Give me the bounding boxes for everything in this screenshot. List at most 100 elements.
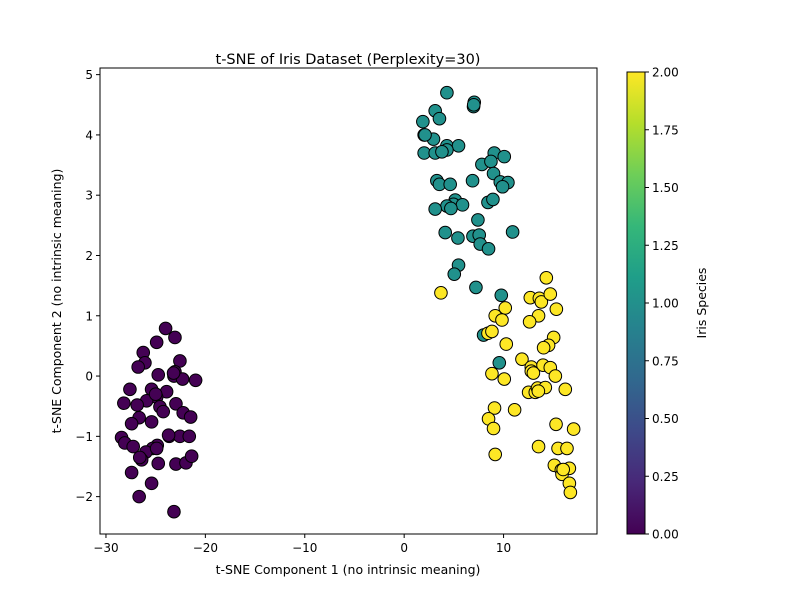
data-point-species-2 — [507, 403, 522, 417]
data-point-species-0 — [167, 504, 181, 519]
y-tick-label: 5 — [85, 68, 93, 82]
data-point-species-0 — [166, 366, 181, 380]
y-tick-label: −1 — [75, 430, 93, 444]
data-point-species-1 — [428, 202, 442, 216]
data-point-species-1 — [494, 288, 509, 303]
data-point-species-2 — [434, 286, 448, 300]
data-point-species-2 — [488, 447, 503, 462]
data-point-species-0 — [148, 387, 163, 401]
colorbar-label: Iris Species — [694, 268, 709, 339]
points-layer — [114, 85, 581, 519]
data-point-species-0 — [182, 429, 197, 444]
data-point-species-2 — [549, 302, 564, 316]
data-point-species-1 — [438, 225, 453, 240]
data-point-species-2 — [526, 366, 541, 380]
data-point-species-0 — [188, 373, 203, 388]
colorbar-tick-label: 2.00 — [652, 66, 679, 80]
x-tick-label: −20 — [193, 541, 218, 555]
data-point-species-0 — [126, 439, 140, 454]
data-point-species-0 — [161, 428, 176, 442]
y-axis-label: t-SNE Component 2 (no intrinsic meaning) — [49, 169, 64, 434]
y-tick-label: 4 — [85, 128, 93, 142]
data-point-species-2 — [549, 417, 563, 432]
data-point-species-2 — [536, 340, 551, 355]
data-point-species-0 — [168, 330, 182, 345]
data-point-species-1 — [492, 355, 507, 370]
data-point-species-0 — [156, 404, 171, 419]
data-point-species-2 — [499, 337, 514, 351]
data-point-species-2 — [485, 324, 499, 339]
data-point-species-1 — [505, 225, 520, 239]
data-point-species-2 — [515, 352, 529, 366]
data-point-species-0 — [151, 456, 166, 471]
data-point-species-2 — [497, 372, 512, 386]
data-point-species-0 — [131, 360, 145, 374]
y-tick-label: 2 — [85, 249, 93, 263]
colorbar: 0.00 0.25 0.50 0.75 1.00 1.25 1.50 1.75 2.00 — [626, 66, 679, 542]
data-point-species-1 — [455, 198, 470, 212]
data-point-species-2 — [487, 401, 502, 415]
data-point-species-2 — [548, 369, 563, 383]
data-point-species-0 — [169, 396, 183, 411]
data-point-species-1 — [444, 201, 458, 216]
data-point-species-0 — [184, 449, 199, 464]
data-point-species-0 — [124, 416, 139, 431]
data-point-species-0 — [151, 368, 166, 382]
data-point-species-2 — [486, 421, 501, 436]
data-point-species-0 — [149, 335, 164, 350]
data-point-species-1 — [495, 179, 510, 194]
y-tick-label: 0 — [85, 370, 93, 384]
data-point-species-1 — [471, 213, 485, 227]
data-point-species-0 — [144, 476, 159, 491]
data-point-species-2 — [563, 485, 578, 500]
colorbar-tick-label: 1.50 — [652, 181, 679, 195]
data-point-species-1 — [484, 154, 498, 169]
data-point-species-2 — [558, 382, 573, 397]
plot-frame — [99, 67, 598, 535]
data-point-species-0 — [124, 465, 139, 480]
data-point-species-0 — [123, 382, 137, 397]
y-tick-label: −2 — [75, 490, 93, 504]
y-tick-label: 3 — [85, 189, 93, 203]
data-point-species-0 — [149, 441, 164, 456]
y-tick-label: 1 — [85, 309, 93, 323]
colorbar-tick-label: 1.75 — [652, 123, 679, 137]
data-point-species-0 — [130, 398, 144, 412]
data-point-species-2 — [539, 270, 554, 285]
data-point-species-0 — [144, 415, 159, 429]
data-point-species-1 — [497, 149, 512, 164]
x-tick-label: 0 — [400, 541, 408, 555]
data-point-species-2 — [531, 439, 546, 454]
data-point-species-0 — [117, 396, 131, 410]
data-point-species-1 — [469, 280, 483, 295]
data-point-species-2 — [534, 295, 549, 309]
data-point-species-0 — [183, 410, 198, 424]
data-point-species-1 — [481, 242, 496, 256]
colorbar-tick-label: 0.75 — [652, 354, 679, 368]
data-point-species-1 — [465, 173, 480, 188]
colorbar-tick-label: 0.25 — [652, 470, 679, 484]
data-point-species-1 — [466, 97, 481, 112]
data-point-species-1 — [486, 192, 500, 207]
colorbar-tick-label: 1.00 — [652, 297, 679, 311]
colorbar-tick-label: 0.50 — [652, 412, 679, 426]
data-point-species-2 — [495, 313, 509, 327]
x-axis-label: t-SNE Component 1 (no intrinsic meaning) — [216, 562, 481, 577]
chart-title: t-SNE of Iris Dataset (Perplexity=30) — [216, 52, 481, 68]
data-point-species-2 — [560, 441, 574, 456]
data-point-species-0 — [158, 321, 173, 336]
data-point-species-2 — [543, 287, 558, 301]
data-point-species-2 — [485, 366, 499, 381]
data-point-species-1 — [416, 114, 430, 129]
data-point-species-1 — [451, 231, 465, 245]
data-point-species-1 — [447, 267, 462, 281]
x-tick-label: −30 — [93, 541, 118, 555]
data-point-species-0 — [132, 450, 147, 465]
data-point-species-1 — [432, 111, 447, 126]
data-point-species-0 — [132, 489, 146, 504]
data-point-species-2 — [566, 422, 581, 436]
colorbar-gradient — [626, 71, 646, 535]
